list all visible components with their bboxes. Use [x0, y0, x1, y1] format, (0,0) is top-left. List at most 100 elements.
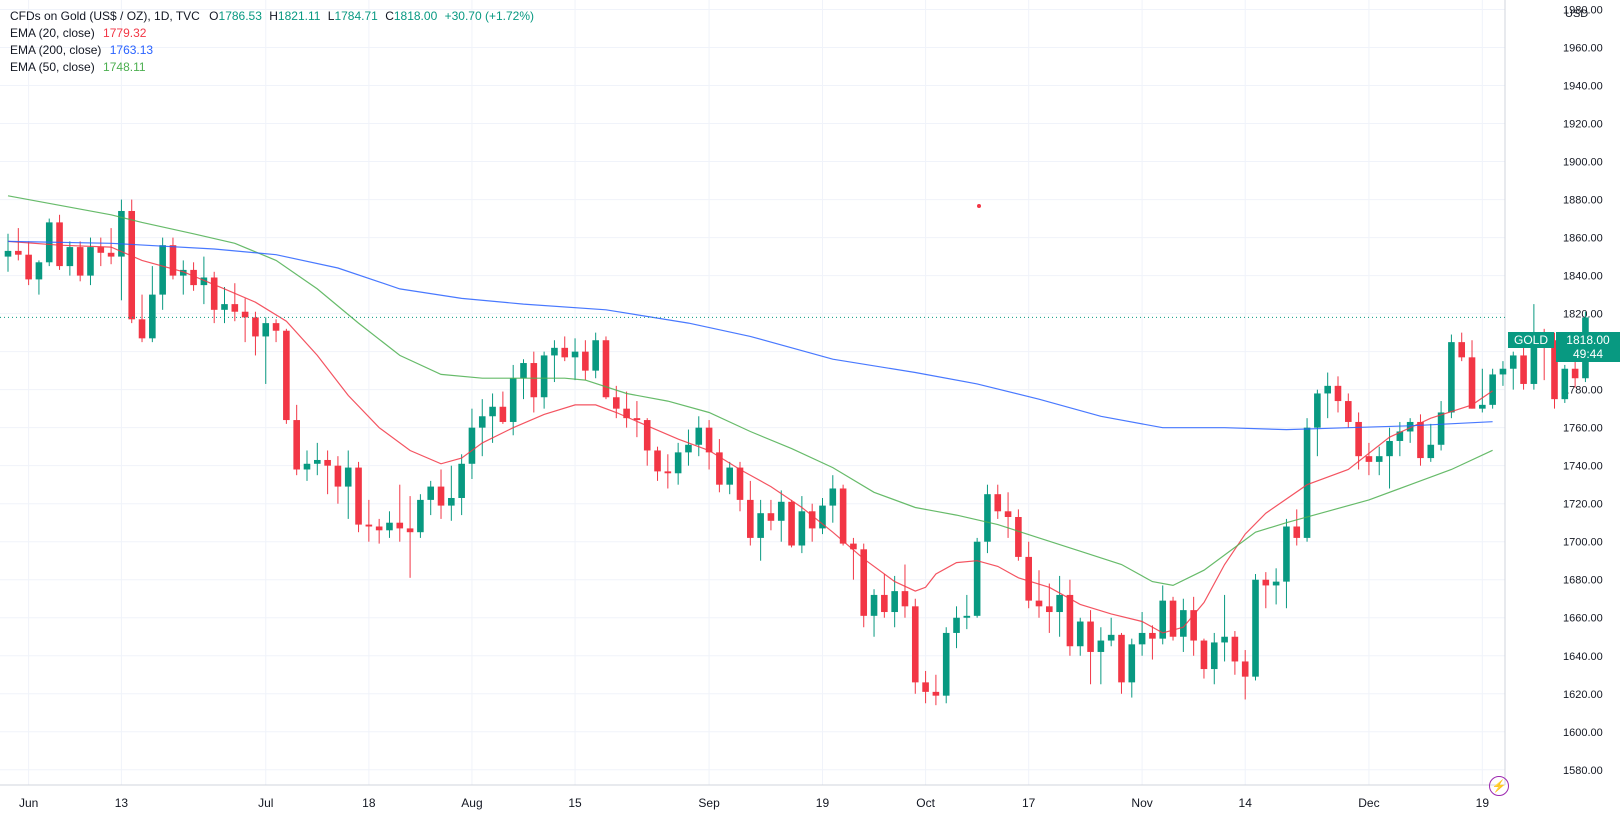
candle-body: [664, 471, 672, 474]
candle-body: [1087, 621, 1094, 652]
candle-body: [179, 269, 187, 276]
candle-body: [901, 591, 909, 607]
y-tick-label: 1900.00: [1563, 157, 1603, 169]
candle-body: [1417, 421, 1424, 459]
candle-body: [1396, 431, 1404, 441]
candle-body: [911, 606, 919, 683]
candle-body: [35, 262, 43, 280]
candle-body: [984, 494, 991, 542]
legend-ema50-label: EMA (50, close): [10, 60, 95, 74]
candle-body: [15, 250, 22, 255]
candle-body: [499, 406, 507, 422]
candle-body: [334, 465, 342, 487]
candle-body: [509, 378, 517, 422]
candle-body: [1025, 556, 1032, 601]
y-tick-label: 1820.00: [1563, 309, 1603, 321]
candle-body: [458, 463, 465, 498]
candle-body: [716, 452, 723, 485]
candle-body: [1561, 368, 1569, 400]
candle-body: [200, 277, 208, 286]
candle-body: [1097, 640, 1105, 652]
x-tick-label: Dec: [1358, 796, 1379, 810]
bar-countdown: 49:44: [1572, 347, 1604, 361]
candle-body: [159, 245, 166, 295]
candle-body: [1293, 526, 1301, 538]
legend-symbol[interactable]: CFDs on Gold (US$ / OZ), 1D, TVC: [10, 9, 200, 23]
candle-body: [1190, 610, 1197, 641]
candle-body: [623, 408, 630, 419]
x-tick-label: Jun: [19, 796, 38, 810]
candle-body: [1365, 456, 1373, 462]
candle-body: [922, 682, 929, 692]
x-tick-label: 14: [1239, 796, 1253, 810]
candle-body: [1138, 632, 1146, 645]
candle-body: [602, 340, 610, 398]
x-tick-label: Jul: [258, 796, 273, 810]
candle-body: [4, 250, 12, 257]
candle-body: [293, 420, 300, 470]
candle-body: [1046, 606, 1053, 613]
candle-body: [932, 691, 940, 696]
candle-body: [612, 397, 620, 409]
legend-ema200-row[interactable]: EMA (200, close) 1763.13: [10, 42, 534, 59]
candle-body: [1406, 421, 1414, 432]
ema20-line: [7, 240, 1493, 634]
legend-ema20-row[interactable]: EMA (20, close) 1779.32: [10, 25, 534, 42]
candle-body: [210, 277, 218, 310]
x-tick-label: Oct: [916, 796, 935, 810]
symbol-price-tag: GOLD: [1508, 332, 1554, 348]
candle-body: [726, 467, 733, 485]
candle-body: [757, 513, 764, 538]
candle-body: [252, 317, 259, 337]
legend-open: 1786.53: [218, 9, 262, 23]
candle-body: [1180, 610, 1187, 637]
candle-body: [386, 522, 393, 531]
candle-body: [427, 486, 435, 500]
legend-symbol-row: CFDs on Gold (US$ / OZ), 1D, TVC O1786.5…: [10, 8, 534, 25]
legend-open-label: O: [209, 9, 219, 23]
candle-body: [283, 330, 290, 421]
x-tick-label: Nov: [1131, 796, 1152, 810]
candle-body: [582, 351, 589, 371]
candle-body: [87, 247, 94, 276]
legend-high-label: H: [269, 9, 278, 23]
candle-body: [169, 245, 177, 276]
ema200-line: [7, 240, 1493, 431]
lightning-icon[interactable]: ⚡: [1489, 776, 1509, 796]
candle-body: [1345, 401, 1352, 422]
candle-body: [138, 319, 146, 339]
legend-ema50-row[interactable]: EMA (50, close) 1748.11: [10, 59, 534, 76]
candle-body: [25, 254, 32, 280]
candle-body: [1128, 644, 1136, 683]
legend-low-label: L: [327, 9, 335, 23]
candle-body: [1241, 661, 1249, 677]
y-tick-label: 1640.00: [1563, 651, 1603, 663]
candle-body: [1107, 634, 1115, 641]
candle-body: [747, 499, 754, 538]
candle-body: [571, 351, 579, 358]
candle-body: [365, 524, 373, 527]
candle-body: [1159, 600, 1167, 639]
y-tick-label: 1880.00: [1563, 195, 1603, 207]
candle-body: [1530, 332, 1538, 384]
candle-body: [777, 501, 785, 521]
y-tick-label: 1840.00: [1563, 271, 1603, 283]
candle-body: [994, 494, 1002, 512]
candle-body: [1231, 636, 1239, 662]
candle-body: [685, 444, 692, 453]
candle-body: [97, 247, 105, 253]
candle-body: [66, 247, 74, 267]
candle-body: [149, 294, 156, 339]
candle-body: [973, 541, 981, 616]
y-tick-label: 1620.00: [1563, 689, 1603, 701]
candle-body: [1324, 385, 1331, 394]
candle-body: [1056, 594, 1063, 613]
candle-body: [1314, 393, 1321, 428]
candle-body: [870, 594, 878, 616]
candle-body: [705, 427, 713, 453]
candle-body: [262, 323, 270, 337]
candle-body: [1551, 340, 1558, 400]
candle-body: [1520, 355, 1527, 384]
